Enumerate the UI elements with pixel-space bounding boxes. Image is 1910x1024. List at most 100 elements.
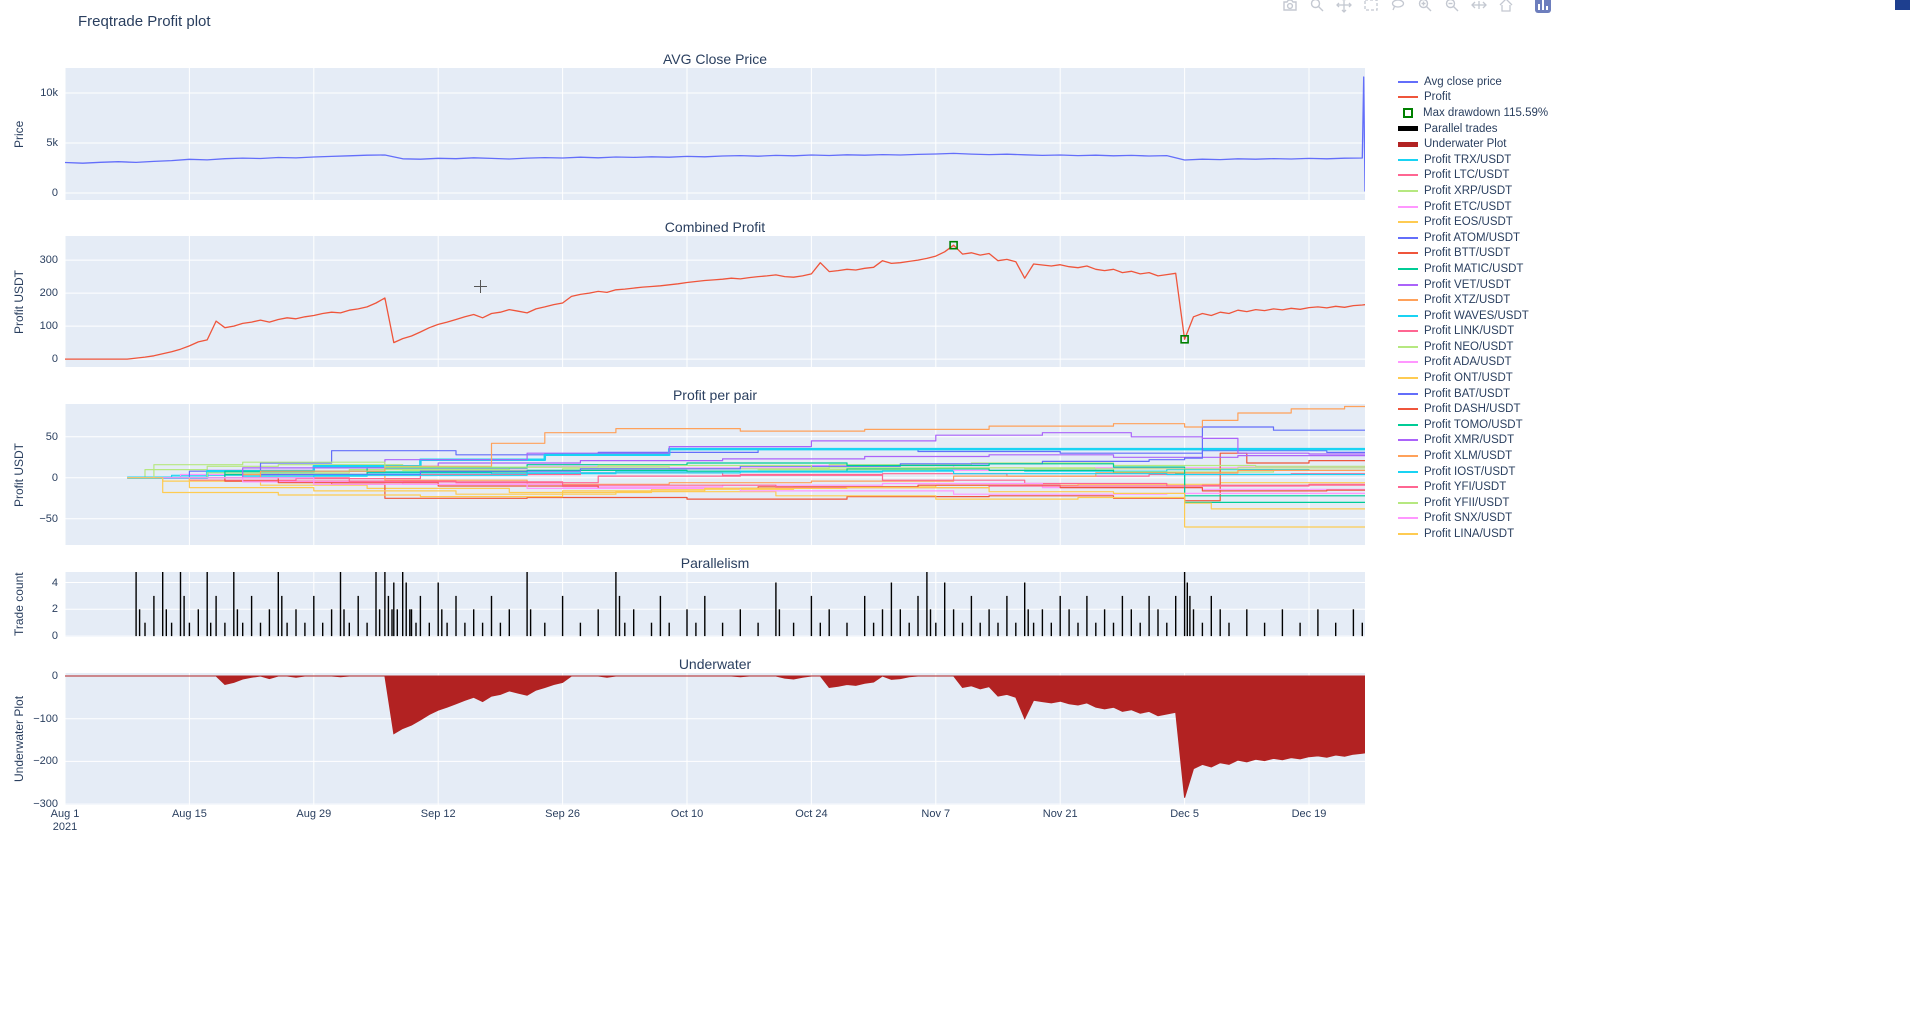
legend-line-swatch <box>1398 126 1418 132</box>
combined-profit-plot-area[interactable] <box>65 236 1365 367</box>
legend-item-profit-yfii-usdt[interactable]: Profit YFII/USDT <box>1398 495 1548 511</box>
y-tick-label: 4 <box>51 576 58 589</box>
legend-line-swatch <box>1398 361 1418 364</box>
legend-item-profit-btt-usdt[interactable]: Profit BTT/USDT <box>1398 246 1548 262</box>
legend-item-label: Profit VET/USDT <box>1424 278 1511 291</box>
legend-item-profit-link-usdt[interactable]: Profit LINK/USDT <box>1398 324 1548 340</box>
download-plot-icon[interactable] <box>1282 0 1298 13</box>
chart-svg <box>65 68 1365 200</box>
legend-item-profit-vet-usdt[interactable]: Profit VET/USDT <box>1398 277 1548 293</box>
y-tick-label: −200 <box>33 755 58 768</box>
legend-item-profit-etc-usdt[interactable]: Profit ETC/USDT <box>1398 199 1548 215</box>
legend-item-profit-xmr-usdt[interactable]: Profit XMR/USDT <box>1398 433 1548 449</box>
legend-item-label: Profit YFI/USDT <box>1424 481 1507 494</box>
y-tick-label: −100 <box>33 712 58 725</box>
legend-item-parallel-trades[interactable]: Parallel trades <box>1398 121 1548 137</box>
legend-item-profit-atom-usdt[interactable]: Profit ATOM/USDT <box>1398 230 1548 246</box>
subplot-title-combined-profit: Combined Profit <box>664 219 766 235</box>
legend-item-profit-snx-usdt[interactable]: Profit SNX/USDT <box>1398 511 1548 527</box>
y-tick-label: 0 <box>51 187 58 199</box>
legend-item-profit-neo-usdt[interactable]: Profit NEO/USDT <box>1398 339 1548 355</box>
legend-item-profit-tomo-usdt[interactable]: Profit TOMO/USDT <box>1398 417 1548 433</box>
legend-line-swatch <box>1398 439 1418 442</box>
y-tick-label: 200 <box>39 287 58 300</box>
x-tick-label: Nov 7 <box>921 808 951 820</box>
legend-item-label: Underwater Plot <box>1424 138 1507 151</box>
y-tick-label: 0 <box>51 353 58 366</box>
subplot-title-avg-close-price: AVG Close Price <box>663 51 767 67</box>
zoom-in-icon[interactable] <box>1417 0 1433 13</box>
legend-item-label: Profit LINK/USDT <box>1424 325 1515 338</box>
lasso-select-icon[interactable] <box>1390 0 1406 13</box>
x-tick-label: Aug 29 <box>296 808 332 820</box>
plotly-logo[interactable] <box>1535 0 1551 13</box>
y-tick-label: 50 <box>45 430 58 443</box>
legend-item-max-drawdown-115-59-[interactable]: Max drawdown 115.59% <box>1398 105 1548 121</box>
legend-line-swatch <box>1398 205 1418 208</box>
y-tick-label: 0 <box>51 670 58 682</box>
avg-close-price-plot-area[interactable] <box>65 68 1365 200</box>
subplot-title-parallelism: Parallelism <box>680 555 750 571</box>
parallelism-plot-area[interactable] <box>65 572 1365 637</box>
x-tick-label: Sep 12 <box>420 808 456 820</box>
subplot-title-profit-per-pair: Profit per pair <box>672 387 758 403</box>
legend-item-profit-eos-usdt[interactable]: Profit EOS/USDT <box>1398 214 1548 230</box>
legend-item-label: Profit YFII/USDT <box>1424 496 1510 509</box>
legend-line-swatch <box>1398 501 1418 504</box>
legend-item-profit-lina-usdt[interactable]: Profit LINA/USDT <box>1398 526 1548 542</box>
legend-item-label: Profit ADA/USDT <box>1424 356 1512 369</box>
y-tick-label: 0 <box>51 630 58 643</box>
plotly-modebar <box>1282 0 1551 13</box>
legend-item-profit[interactable]: Profit <box>1398 90 1548 106</box>
legend-item-profit-yfi-usdt[interactable]: Profit YFI/USDT <box>1398 479 1548 495</box>
autoscale-icon[interactable] <box>1471 0 1487 13</box>
legend-line-swatch <box>1398 314 1418 317</box>
legend-item-profit-matic-usdt[interactable]: Profit MATIC/USDT <box>1398 261 1548 277</box>
legend-line-swatch <box>1398 299 1418 302</box>
chart-svg <box>65 236 1365 367</box>
x-tick-label: Aug 1 2021 <box>50 808 80 833</box>
legend-item-profit-dash-usdt[interactable]: Profit DASH/USDT <box>1398 401 1548 417</box>
legend-item-label: Profit LINA/USDT <box>1424 528 1515 541</box>
legend-item-label: Parallel trades <box>1424 122 1498 135</box>
legend-item-label: Profit MATIC/USDT <box>1424 262 1524 275</box>
underwater-plot-area[interactable] <box>65 673 1365 805</box>
legend-line-swatch <box>1398 392 1418 395</box>
y-tick-label: −50 <box>39 512 58 525</box>
pan-icon[interactable] <box>1336 0 1352 13</box>
legend-item-profit-waves-usdt[interactable]: Profit WAVES/USDT <box>1398 308 1548 324</box>
legend-item-label: Profit XMR/USDT <box>1424 434 1515 447</box>
legend-item-profit-ont-usdt[interactable]: Profit ONT/USDT <box>1398 370 1548 386</box>
subplot-title-underwater: Underwater <box>678 656 752 672</box>
legend-line-swatch <box>1398 455 1418 458</box>
legend-item-profit-trx-usdt[interactable]: Profit TRX/USDT <box>1398 152 1548 168</box>
legend-item-profit-xlm-usdt[interactable]: Profit XLM/USDT <box>1398 448 1548 464</box>
legend-item-profit-iost-usdt[interactable]: Profit IOST/USDT <box>1398 464 1548 480</box>
reset-axes-icon[interactable] <box>1498 0 1514 13</box>
chart-svg <box>65 404 1365 545</box>
legend-line-swatch <box>1398 96 1418 99</box>
legend-item-profit-xrp-usdt[interactable]: Profit XRP/USDT <box>1398 183 1548 199</box>
legend-line-swatch <box>1398 377 1418 380</box>
legend-item-avg-close-price[interactable]: Avg close price <box>1398 74 1548 90</box>
legend-item-label: Profit BTT/USDT <box>1424 247 1511 260</box>
legend-item-label: Profit SNX/USDT <box>1424 512 1513 525</box>
zoom-out-icon[interactable] <box>1444 0 1460 13</box>
window-corner-fragment <box>1895 0 1910 10</box>
legend-item-profit-bat-usdt[interactable]: Profit BAT/USDT <box>1398 386 1548 402</box>
legend-item-underwater-plot[interactable]: Underwater Plot <box>1398 136 1548 152</box>
legend-item-profit-ada-usdt[interactable]: Profit ADA/USDT <box>1398 355 1548 371</box>
zoom-icon[interactable] <box>1309 0 1325 13</box>
legend-line-swatch <box>1398 486 1418 489</box>
y-tick-label: 100 <box>39 320 58 333</box>
legend-item-label: Profit TRX/USDT <box>1424 153 1512 166</box>
legend-item-label: Profit NEO/USDT <box>1424 340 1514 353</box>
x-tick-label: Oct 10 <box>670 808 704 820</box>
legend-line-swatch <box>1398 221 1418 224</box>
y-tick-label: 2 <box>51 603 58 616</box>
legend-item-label: Profit ETC/USDT <box>1424 200 1512 213</box>
legend-item-profit-xtz-usdt[interactable]: Profit XTZ/USDT <box>1398 292 1548 308</box>
profit-per-pair-plot-area[interactable] <box>65 404 1365 545</box>
legend-item-profit-ltc-usdt[interactable]: Profit LTC/USDT <box>1398 168 1548 184</box>
box-select-icon[interactable] <box>1363 0 1379 13</box>
